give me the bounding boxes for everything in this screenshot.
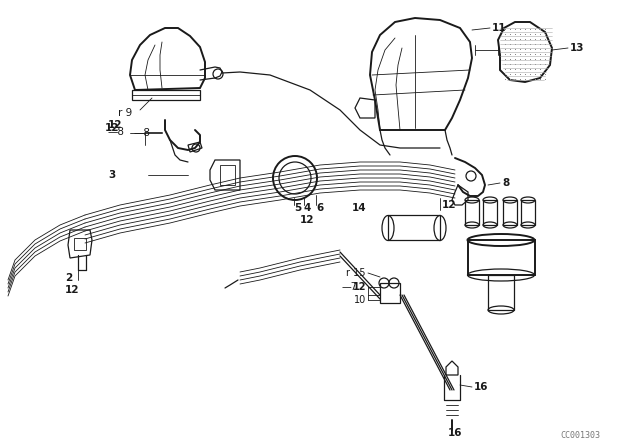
Text: 16: 16 xyxy=(474,382,488,392)
Text: —7: —7 xyxy=(342,282,358,292)
Text: —8: —8 xyxy=(133,128,150,138)
Text: 10: 10 xyxy=(354,295,366,305)
Text: 12: 12 xyxy=(300,215,314,225)
Text: 11: 11 xyxy=(492,23,506,33)
Text: 6: 6 xyxy=(316,203,323,213)
Text: 16: 16 xyxy=(448,428,463,438)
Text: 12: 12 xyxy=(353,282,366,292)
Text: 12: 12 xyxy=(105,123,120,133)
Text: 2: 2 xyxy=(65,273,72,283)
Text: 14: 14 xyxy=(352,203,367,213)
Text: 12: 12 xyxy=(442,200,456,210)
Text: 5: 5 xyxy=(294,203,301,213)
Text: 4: 4 xyxy=(304,203,312,213)
Text: 13: 13 xyxy=(570,43,584,53)
Text: 3: 3 xyxy=(108,170,115,180)
Text: CC001303: CC001303 xyxy=(560,431,600,439)
Text: —8: —8 xyxy=(108,127,125,137)
Text: 8: 8 xyxy=(502,178,509,188)
Text: r 9: r 9 xyxy=(118,108,132,118)
Text: 12: 12 xyxy=(65,285,79,295)
Text: 12: 12 xyxy=(108,120,122,130)
Text: r 15: r 15 xyxy=(346,268,366,278)
